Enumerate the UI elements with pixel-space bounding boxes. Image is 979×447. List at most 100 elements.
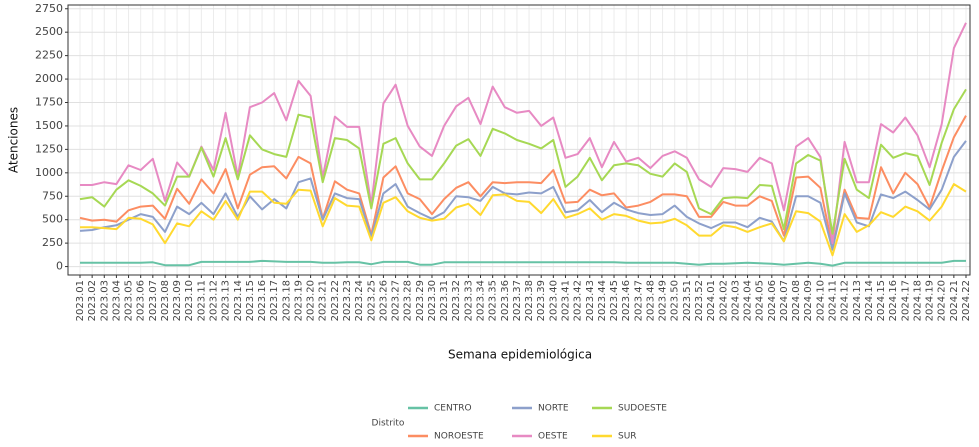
x-tick-label: 2023.49 bbox=[658, 280, 669, 321]
x-tick-label: 2024.03 bbox=[730, 280, 741, 321]
x-tick-label: 2023.24 bbox=[354, 280, 365, 321]
legend-title: Distrito bbox=[372, 419, 405, 429]
y-tick-label: 750 bbox=[42, 189, 63, 202]
x-tick-label: 2024.05 bbox=[755, 280, 766, 321]
x-tick-label: 2023.39 bbox=[536, 280, 547, 321]
x-tick-label: 2023.44 bbox=[597, 280, 608, 321]
y-axis-title: Atenciones bbox=[7, 107, 21, 173]
y-tick-label: 0 bbox=[56, 260, 63, 273]
legend-label: SUR bbox=[618, 432, 637, 442]
x-tick-label: 2023.48 bbox=[645, 280, 656, 321]
x-tick-label: 2023.09 bbox=[172, 280, 183, 321]
x-tick-label: 2023.04 bbox=[111, 280, 122, 321]
x-tick-label: 2023.16 bbox=[257, 280, 268, 321]
series-line bbox=[80, 259, 966, 267]
y-tick-label: 1000 bbox=[35, 166, 63, 179]
y-tick-label: 1250 bbox=[35, 142, 63, 155]
series-line bbox=[80, 22, 967, 245]
x-tick-label: 2023.29 bbox=[415, 280, 426, 321]
x-tick-label: 2023.35 bbox=[488, 280, 499, 321]
legend-label: SUDOESTE bbox=[618, 404, 667, 414]
x-tick-label: 2023.46 bbox=[621, 280, 632, 321]
y-tick-label: 2000 bbox=[35, 72, 63, 85]
x-tick-label: 2023.31 bbox=[439, 280, 450, 321]
x-tick-label: 2023.05 bbox=[124, 280, 135, 321]
x-tick-label: 2023.38 bbox=[524, 280, 535, 321]
x-tick-label: 2024.06 bbox=[767, 280, 778, 321]
x-tick-label: 2024.10 bbox=[815, 280, 826, 321]
x-tick-label: 2023.22 bbox=[330, 280, 341, 321]
x-tick-label: 2023.18 bbox=[281, 280, 292, 321]
x-tick-label: 2024.01 bbox=[706, 280, 717, 321]
y-tick-label: 2250 bbox=[35, 49, 63, 62]
x-tick-label: 2023.33 bbox=[463, 280, 474, 321]
series-line bbox=[79, 140, 967, 251]
x-tick-label: 2023.25 bbox=[366, 280, 377, 321]
x-tick-label: 2023.01 bbox=[75, 280, 86, 321]
x-axis-title: Semana epidemiológica bbox=[448, 348, 592, 362]
x-tick-label: 2024.09 bbox=[803, 280, 814, 321]
x-tick-label: 2024.18 bbox=[912, 280, 923, 321]
x-tick-label: 2023.20 bbox=[306, 280, 317, 321]
x-tick-label: 2023.42 bbox=[573, 280, 584, 321]
x-tick-label: 2023.06 bbox=[136, 280, 147, 321]
y-tick-label: 500 bbox=[42, 213, 63, 226]
y-tick-label: 1750 bbox=[35, 96, 63, 109]
x-tick-label: 2023.03 bbox=[99, 280, 110, 321]
x-tick-label: 2023.15 bbox=[245, 280, 256, 321]
y-tick-label: 250 bbox=[42, 236, 63, 249]
x-tick-label: 2023.07 bbox=[148, 280, 159, 321]
x-tick-label: 2024.22 bbox=[961, 280, 972, 321]
x-tick-label: 2024.02 bbox=[718, 280, 729, 321]
y-tick-label: 2500 bbox=[35, 25, 63, 38]
x-tick-label: 2024.11 bbox=[827, 280, 838, 321]
x-tick-label: 2024.07 bbox=[779, 280, 790, 321]
x-tick-label: 2024.04 bbox=[743, 280, 754, 321]
x-tick-label: 2023.02 bbox=[87, 280, 98, 321]
x-tick-label: 2024.12 bbox=[840, 280, 851, 321]
x-tick-label: 2023.21 bbox=[318, 280, 329, 321]
x-tick-label: 2023.23 bbox=[342, 280, 353, 321]
x-tick-label: 2024.08 bbox=[791, 280, 802, 321]
x-tick-label: 2024.14 bbox=[864, 280, 875, 321]
x-tick-label: 2023.30 bbox=[427, 280, 438, 321]
x-tick-label: 2023.26 bbox=[378, 280, 389, 321]
x-tick-label: 2024.19 bbox=[925, 280, 936, 321]
x-tick-label: 2023.36 bbox=[500, 280, 511, 321]
x-tick-label: 2023.52 bbox=[694, 280, 705, 321]
legend-label: NORTE bbox=[538, 404, 569, 414]
x-tick-label: 2023.11 bbox=[196, 280, 207, 321]
series-line bbox=[80, 183, 967, 257]
x-tick-label: 2023.32 bbox=[451, 280, 462, 321]
x-tick-label: 2023.47 bbox=[633, 280, 644, 321]
x-tick-label: 2024.15 bbox=[876, 280, 887, 321]
x-tick-label: 2023.10 bbox=[184, 280, 195, 321]
x-tick-label: 2023.13 bbox=[221, 280, 232, 321]
x-tick-label: 2023.27 bbox=[391, 280, 402, 321]
x-tick-label: 2023.28 bbox=[403, 280, 414, 321]
legend-label: OESTE bbox=[538, 432, 568, 442]
legend-label: CENTRO bbox=[434, 404, 472, 414]
y-tick-label: 2750 bbox=[35, 2, 63, 15]
x-tick-label: 2023.45 bbox=[609, 280, 620, 321]
series-line bbox=[79, 88, 967, 235]
x-tick-label: 2023.43 bbox=[585, 280, 596, 321]
x-tick-label: 2023.51 bbox=[682, 280, 693, 321]
x-tick-label: 2023.17 bbox=[269, 280, 280, 321]
x-tick-label: 2024.13 bbox=[852, 280, 863, 321]
x-tick-label: 2023.14 bbox=[233, 280, 244, 321]
x-tick-label: 2024.17 bbox=[900, 280, 911, 321]
series-line bbox=[79, 115, 967, 249]
y-tick-label: 1500 bbox=[35, 119, 63, 132]
x-tick-label: 2023.40 bbox=[548, 280, 559, 321]
x-tick-label: 2023.37 bbox=[512, 280, 523, 321]
x-tick-label: 2023.12 bbox=[209, 280, 220, 321]
x-tick-label: 2024.20 bbox=[937, 280, 948, 321]
plot-border bbox=[67, 4, 971, 276]
legend-label: NOROESTE bbox=[434, 432, 484, 442]
x-tick-label: 2023.50 bbox=[670, 280, 681, 321]
x-tick-label: 2024.16 bbox=[888, 280, 899, 321]
x-tick-label: 2023.19 bbox=[293, 280, 304, 321]
x-tick-label: 2023.41 bbox=[560, 280, 571, 321]
